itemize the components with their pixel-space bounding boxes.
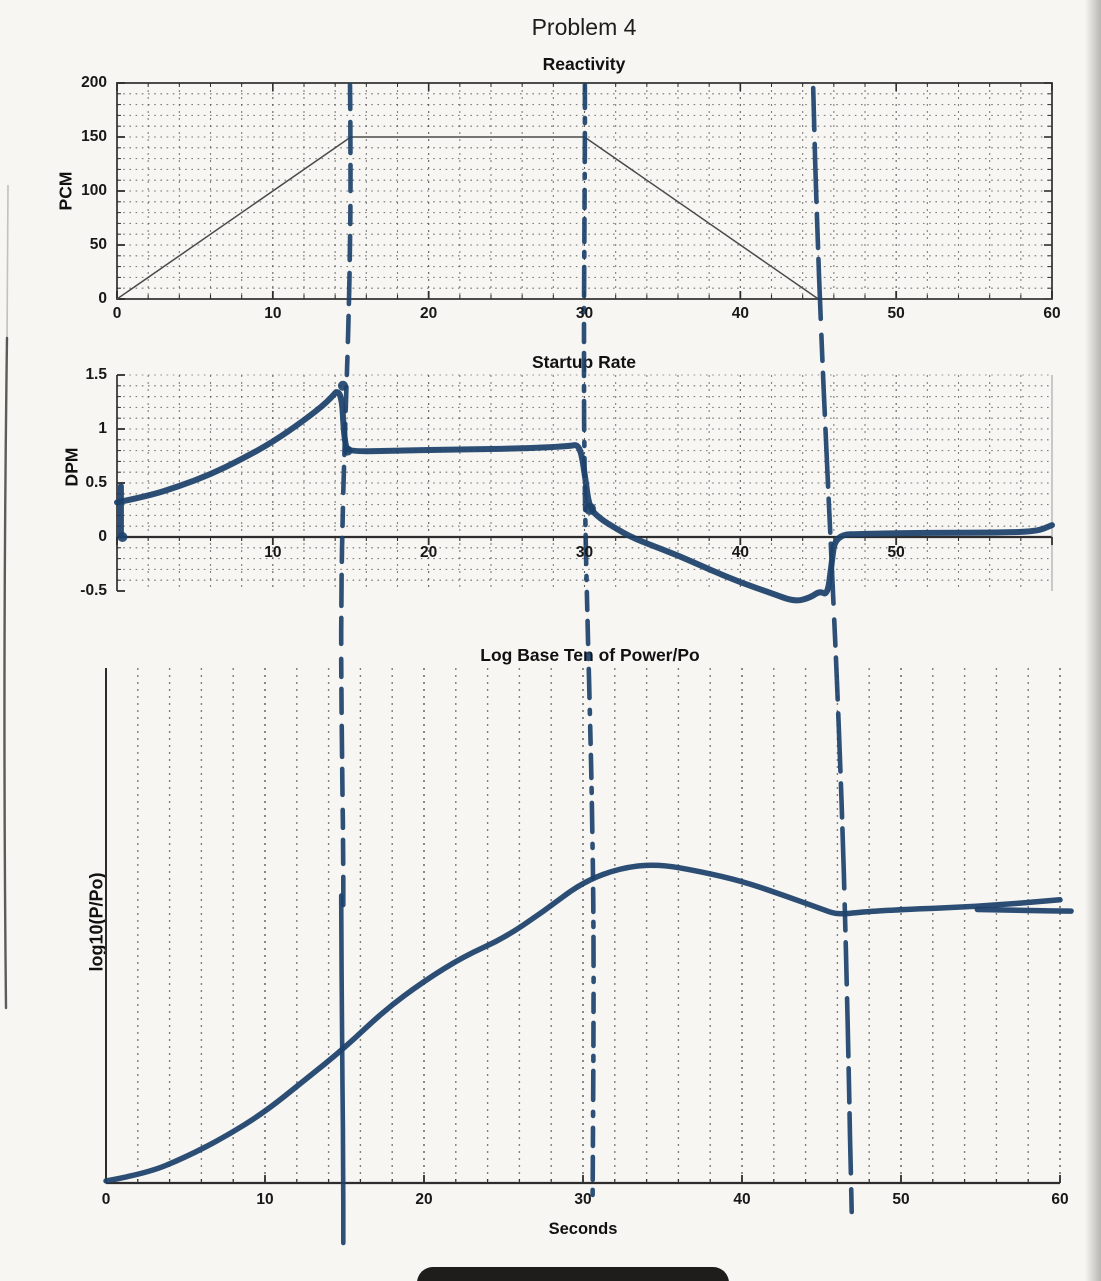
y-tick-label: 100	[81, 182, 107, 199]
hand-marker-line-t15	[338, 82, 353, 908]
x-tick-label: 60	[1043, 305, 1061, 322]
page-title: Problem 4	[531, 14, 637, 40]
x-tick-label: 60	[1051, 1191, 1069, 1208]
y-tick-label: 1	[98, 420, 107, 437]
x-tick-label: 0	[101, 1191, 111, 1208]
left-page-edge-line	[3, 336, 9, 1010]
curve-retrace	[974, 906, 1074, 914]
left-page-edge-line-faint	[6, 184, 9, 346]
x-tick-label: 20	[420, 544, 438, 561]
x-tick-label: 40	[731, 305, 749, 322]
x-tick-label: 40	[733, 1191, 751, 1208]
y-tick-label: 1.5	[85, 366, 107, 383]
x-tick-label: 30	[575, 305, 594, 322]
y-tick-label: 150	[81, 128, 107, 145]
x-tick-label: 10	[264, 544, 282, 561]
x-tick-label: 10	[256, 1191, 274, 1208]
y-tick-label: 200	[81, 74, 107, 91]
reactivity-chart-title: Reactivity	[542, 54, 626, 74]
x-tick-label: 20	[415, 1191, 433, 1208]
hand-marker-line-t30	[338, 893, 346, 1246]
x-tick-label: 30	[575, 544, 594, 561]
right-edge-scan-shadow	[1085, 0, 1101, 1281]
x-tick-label: 30	[574, 1191, 592, 1208]
hand-marker-line-t45.5	[581, 82, 596, 1206]
x-tick-label: 50	[887, 544, 905, 561]
y-tick-label: -0.5	[80, 582, 107, 599]
y-tick-label: 50	[89, 236, 107, 253]
x-tick-label: 40	[731, 544, 749, 561]
x-tick-label: 0	[112, 305, 122, 322]
y-tick-label: 0	[98, 290, 107, 307]
x-tick-label: 10	[264, 305, 282, 322]
x-tick-label: 50	[887, 305, 905, 322]
bottom-black-sticker	[417, 1267, 729, 1281]
log-power-hand-trace	[103, 862, 1063, 1184]
ink-blob	[117, 532, 128, 542]
x-tick-label: 50	[892, 1191, 910, 1208]
x-tick-label: 20	[420, 305, 438, 322]
y-tick-label: 0.5	[85, 474, 107, 491]
x-axis-label-seconds: Seconds	[548, 1220, 618, 1238]
y-tick-label: 0	[98, 528, 107, 545]
hand-marker-line-t45.5	[810, 85, 854, 1215]
